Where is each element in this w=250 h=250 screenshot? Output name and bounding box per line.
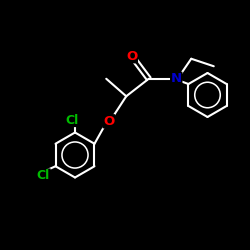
- Text: N: N: [171, 72, 182, 85]
- Text: O: O: [126, 50, 138, 63]
- Text: Cl: Cl: [37, 169, 50, 182]
- Text: Cl: Cl: [66, 114, 79, 126]
- Text: O: O: [103, 115, 114, 128]
